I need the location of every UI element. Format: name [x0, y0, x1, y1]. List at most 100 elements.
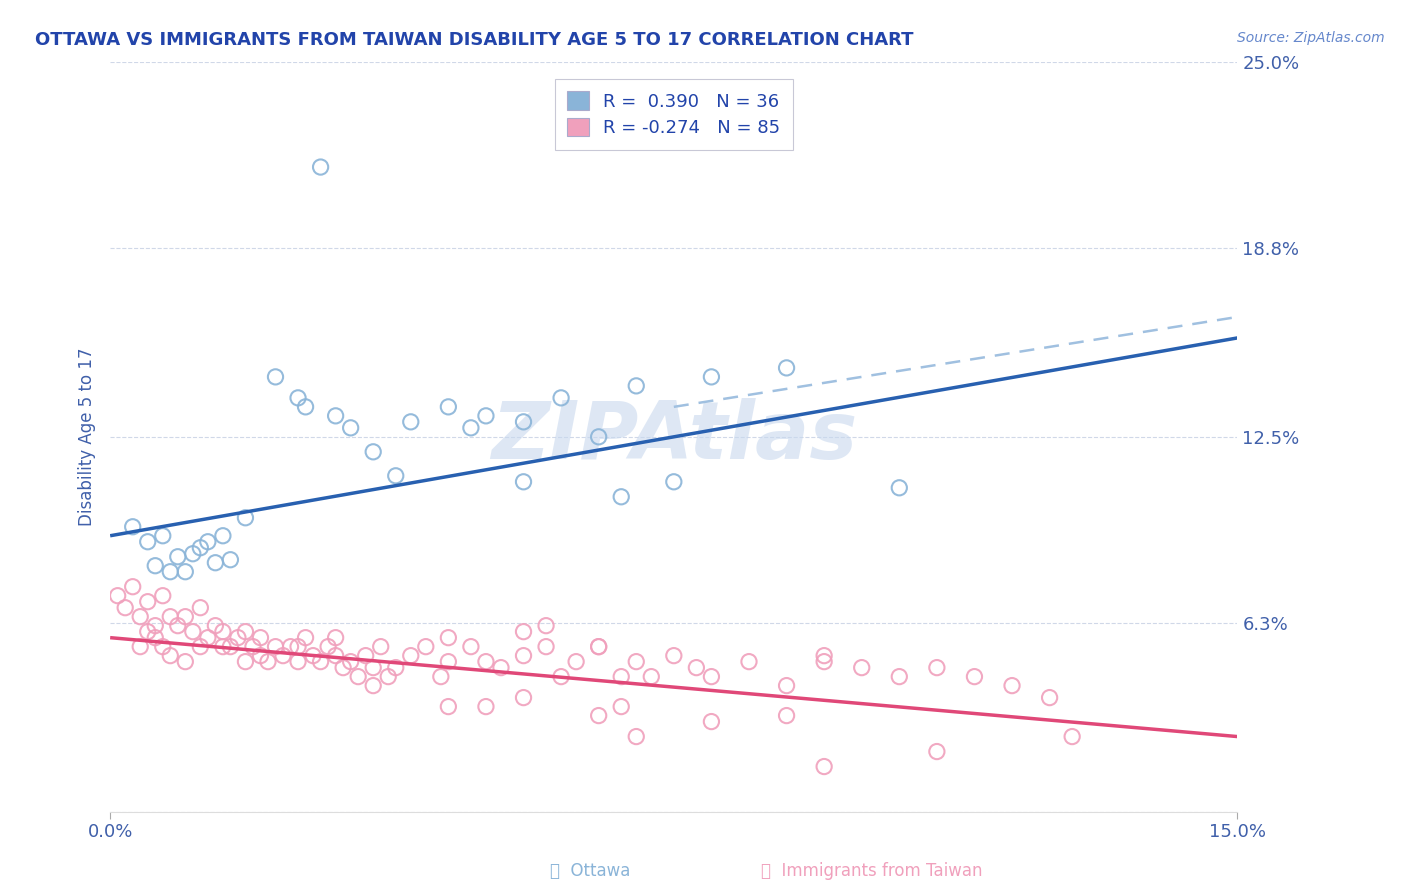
Point — [136, 624, 159, 639]
Point — [287, 640, 309, 654]
Point — [588, 708, 610, 723]
Point — [588, 640, 610, 654]
Point — [626, 655, 648, 669]
Point — [460, 421, 482, 435]
Point — [294, 631, 316, 645]
Point — [121, 580, 143, 594]
Point — [475, 655, 498, 669]
Point — [309, 160, 332, 174]
Point — [685, 660, 707, 674]
Point — [174, 655, 197, 669]
Point — [475, 409, 498, 423]
Point — [889, 481, 911, 495]
Point — [610, 490, 633, 504]
Point — [565, 655, 588, 669]
Point — [437, 655, 460, 669]
Point — [512, 415, 534, 429]
Point — [152, 589, 174, 603]
Point — [626, 379, 648, 393]
Point — [257, 655, 280, 669]
Point — [143, 558, 166, 573]
Point — [437, 631, 460, 645]
Point — [370, 640, 392, 654]
Point — [588, 430, 610, 444]
Point — [377, 670, 399, 684]
Point — [384, 660, 406, 674]
Point — [437, 400, 460, 414]
Point — [166, 549, 188, 564]
Point — [475, 699, 498, 714]
Point — [851, 660, 873, 674]
Point — [219, 552, 242, 566]
Point — [309, 655, 332, 669]
Point — [437, 699, 460, 714]
Point — [204, 556, 226, 570]
Point — [775, 708, 797, 723]
Point — [610, 670, 633, 684]
Point — [249, 631, 271, 645]
Text: ZIPAtlas: ZIPAtlas — [491, 398, 856, 475]
Point — [325, 648, 347, 663]
Point — [700, 370, 723, 384]
Point — [287, 391, 309, 405]
Point — [271, 648, 294, 663]
Point — [129, 640, 152, 654]
Point — [197, 631, 219, 645]
Point — [152, 640, 174, 654]
Point — [159, 648, 181, 663]
Point — [325, 409, 347, 423]
Point — [534, 618, 557, 632]
Point — [143, 631, 166, 645]
Point — [181, 547, 204, 561]
Point — [264, 370, 287, 384]
Point — [287, 655, 309, 669]
Point — [219, 640, 242, 654]
Point — [361, 445, 384, 459]
Point — [188, 600, 211, 615]
Point — [242, 640, 264, 654]
Point — [399, 648, 422, 663]
Point — [354, 648, 377, 663]
Point — [361, 660, 384, 674]
Text: Source: ZipAtlas.com: Source: ZipAtlas.com — [1237, 31, 1385, 45]
Point — [460, 640, 482, 654]
Point — [925, 745, 948, 759]
Point — [316, 640, 339, 654]
Point — [534, 640, 557, 654]
Point — [925, 660, 948, 674]
Point — [212, 529, 235, 543]
Point — [235, 655, 257, 669]
Point — [775, 360, 797, 375]
Point — [174, 565, 197, 579]
Point — [399, 415, 422, 429]
Point — [107, 589, 129, 603]
Point — [152, 529, 174, 543]
Point — [159, 609, 181, 624]
Point — [640, 670, 662, 684]
Point — [489, 660, 512, 674]
Point — [280, 640, 302, 654]
Point — [512, 648, 534, 663]
Point — [212, 624, 235, 639]
Point — [1001, 679, 1024, 693]
Point — [700, 670, 723, 684]
Y-axis label: Disability Age 5 to 17: Disability Age 5 to 17 — [79, 348, 96, 526]
Point — [550, 670, 572, 684]
Point — [415, 640, 437, 654]
Point — [235, 510, 257, 524]
Point — [129, 609, 152, 624]
Legend: R =  0.390   N = 36, R = -0.274   N = 85: R = 0.390 N = 36, R = -0.274 N = 85 — [554, 78, 793, 150]
Point — [588, 640, 610, 654]
Text: ⬜  Immigrants from Taiwan: ⬜ Immigrants from Taiwan — [761, 862, 983, 880]
Point — [347, 670, 370, 684]
Point — [361, 679, 384, 693]
Point — [136, 534, 159, 549]
Point — [249, 648, 271, 663]
Point — [302, 648, 325, 663]
Point — [188, 640, 211, 654]
Point — [662, 475, 685, 489]
Point — [226, 631, 249, 645]
Point — [325, 631, 347, 645]
Point — [550, 391, 572, 405]
Point — [136, 595, 159, 609]
